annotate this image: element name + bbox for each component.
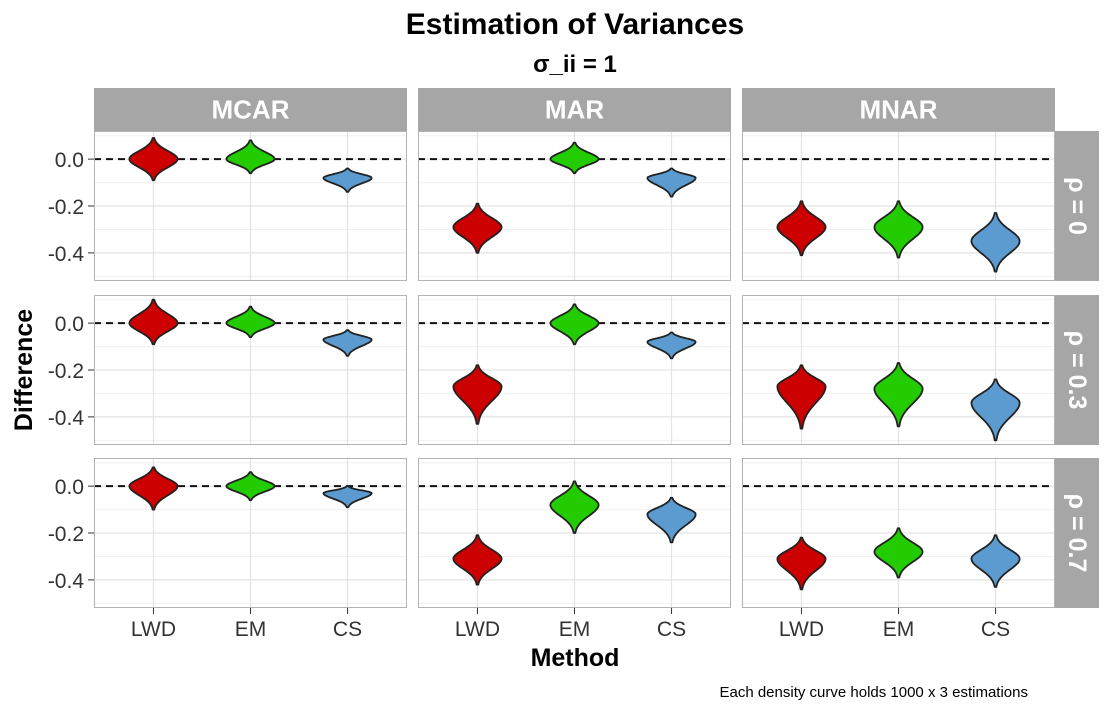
violin-em <box>225 305 276 339</box>
panel-mnar-row-2 <box>742 295 1055 445</box>
panel-mcar-row-1 <box>94 131 407 281</box>
column-strip-label: MAR <box>545 95 604 125</box>
violin-cs <box>322 485 373 509</box>
violin-lwd <box>128 466 179 511</box>
panel-border <box>418 458 731 608</box>
panel-mar-row-2 <box>418 295 731 445</box>
column-strip-label: MNAR <box>860 95 938 125</box>
panel-border <box>418 295 731 445</box>
y-tick-label: -0.2 <box>48 360 84 383</box>
violin-cs <box>322 329 373 357</box>
panel-border <box>418 131 731 281</box>
panel-border <box>94 295 407 445</box>
violin-cs <box>970 212 1021 273</box>
panel-border <box>94 458 407 608</box>
y-tick-label: -0.4 <box>48 243 85 266</box>
panel-border <box>742 131 1055 281</box>
y-tick-label: 0.0 <box>55 149 84 172</box>
chart-subtitle: σ_ii = 1 <box>533 51 617 78</box>
y-tick-label: -0.2 <box>48 523 84 546</box>
violin-cs <box>970 378 1021 442</box>
panel-mar-row-1 <box>418 131 731 281</box>
x-axis-title: Method <box>531 644 620 672</box>
panel-mnar-row-1 <box>742 131 1055 281</box>
violin-lwd <box>452 364 503 425</box>
violin-cs <box>322 167 373 193</box>
x-tick-label: LWD <box>131 618 176 641</box>
panel-border <box>742 458 1055 608</box>
violin-cs <box>646 331 697 360</box>
violin-cs <box>646 167 697 198</box>
column-strip-mnar <box>742 88 1055 131</box>
violin-lwd <box>452 202 503 254</box>
x-tick-label: EM <box>883 618 915 641</box>
column-strip-mcar <box>94 88 407 131</box>
row-strip-1 <box>1055 131 1099 281</box>
y-tick-label: -0.2 <box>48 196 84 219</box>
violin-em <box>225 471 276 502</box>
violin-em <box>873 200 924 259</box>
violin-lwd <box>452 534 503 586</box>
violin-em <box>873 527 924 579</box>
violin-lwd <box>776 200 827 257</box>
violin-lwd <box>776 536 827 591</box>
x-tick-label: CS <box>657 618 686 641</box>
violin-em <box>549 480 600 534</box>
row-strip-label: ρ = 0 <box>1063 177 1091 235</box>
panel-border <box>742 295 1055 445</box>
row-strip-2 <box>1055 295 1099 445</box>
column-strip-label: MCAR <box>212 95 290 125</box>
x-tick-label: CS <box>333 618 362 641</box>
row-strip-label: ρ = 0.3 <box>1063 331 1091 410</box>
row-strip-3 <box>1055 458 1099 608</box>
y-tick-label: -0.4 <box>48 407 85 430</box>
violin-lwd <box>776 364 827 430</box>
y-tick-label: -0.4 <box>48 570 85 593</box>
y-tick-label: 0.0 <box>55 313 84 336</box>
violin-cs <box>646 496 697 544</box>
x-tick-label: CS <box>981 618 1010 641</box>
violin-em <box>549 303 600 346</box>
violin-em <box>225 139 276 175</box>
x-tick-label: LWD <box>455 618 500 641</box>
violin-em <box>549 141 600 175</box>
column-strip-mar <box>418 88 731 131</box>
panel-mnar-row-3 <box>742 458 1055 608</box>
panel-mcar-row-3 <box>94 458 407 608</box>
violin-lwd <box>128 298 179 346</box>
panel-mcar-row-2 <box>94 295 407 445</box>
chart-title: Estimation of Variances <box>406 8 744 41</box>
violin-em <box>873 362 924 428</box>
panel-mar-row-3 <box>418 458 731 608</box>
facet-grid: MCAR MAR MNAR ρ = 0 ρ = 0.3 ρ = 0.7 0.0 -0.2 -0.… <box>48 88 1099 641</box>
x-tick-label: LWD <box>779 618 824 641</box>
panel-border <box>94 131 407 281</box>
x-tick-label: EM <box>559 618 591 641</box>
row-strip-label: ρ = 0.7 <box>1063 494 1091 573</box>
y-tick-label: 0.0 <box>55 476 84 499</box>
violin-lwd <box>128 137 179 182</box>
x-tick-label: EM <box>235 618 267 641</box>
y-axis-title: Difference <box>10 309 38 431</box>
violin-cs <box>970 534 1021 588</box>
chart-caption: Each density curve holds 1000 x 3 estima… <box>719 684 1028 701</box>
